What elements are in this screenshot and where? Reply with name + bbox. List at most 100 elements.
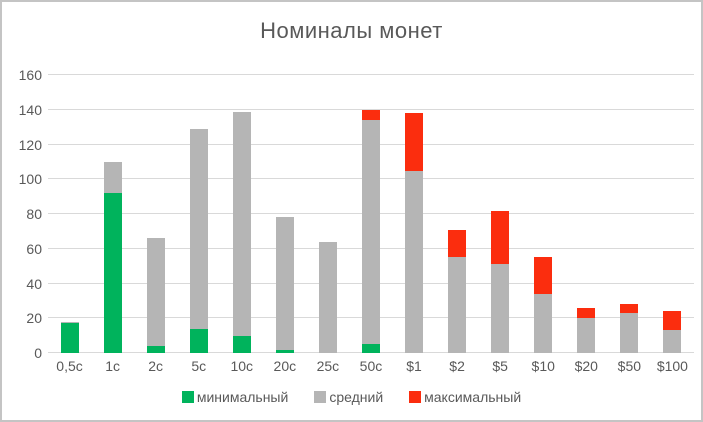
bar-segment-avg bbox=[318, 241, 337, 353]
bar-segment-max bbox=[405, 113, 424, 171]
y-axis-label: 0 bbox=[34, 345, 42, 361]
bar-segment-avg bbox=[275, 217, 294, 350]
bar-slot bbox=[565, 75, 608, 353]
bar-segment-avg bbox=[534, 293, 553, 353]
bar-stack bbox=[534, 257, 553, 353]
y-axis-label: 140 bbox=[18, 101, 42, 118]
legend-item-min: минимальный bbox=[181, 389, 289, 405]
bar-slot bbox=[91, 75, 134, 353]
bar-segment-min bbox=[146, 346, 165, 353]
bar-slot bbox=[522, 75, 565, 353]
gridline bbox=[48, 108, 694, 110]
y-axis-label: 120 bbox=[18, 136, 42, 153]
bar-slot bbox=[393, 75, 436, 353]
x-axis-label: 0,5c bbox=[56, 358, 83, 374]
bar-segment-max bbox=[448, 229, 467, 258]
y-axis-label: 20 bbox=[26, 310, 42, 327]
bar-segment-avg bbox=[448, 257, 467, 353]
gridline bbox=[48, 74, 694, 75]
y-axis-label: 40 bbox=[26, 275, 42, 292]
x-axis-label: 1c bbox=[105, 358, 120, 374]
bar-segment-max bbox=[577, 307, 596, 319]
bar-slot bbox=[349, 75, 392, 353]
x-axis-label: 10c bbox=[230, 358, 254, 374]
bar-slot bbox=[263, 75, 306, 353]
bar-stack bbox=[60, 321, 79, 353]
bar-slot bbox=[134, 75, 177, 353]
bar-segment-max bbox=[491, 210, 510, 265]
x-axis-label: $2 bbox=[449, 358, 465, 374]
bar-segment-min bbox=[189, 328, 208, 353]
legend: минимальный средний максимальный bbox=[2, 389, 701, 405]
bar-slot bbox=[177, 75, 220, 353]
bar-stack bbox=[146, 238, 165, 353]
bar-stack bbox=[189, 128, 208, 353]
bar-segment-avg bbox=[60, 321, 79, 324]
bar-segment-avg bbox=[620, 313, 639, 353]
x-axis-label: $20 bbox=[574, 358, 598, 374]
bar-segment-max bbox=[663, 311, 682, 331]
x-axis-label: $1 bbox=[406, 358, 422, 374]
y-axis-label: 160 bbox=[18, 67, 42, 83]
x-axis-label: $100 bbox=[656, 358, 688, 374]
legend-label: средний bbox=[329, 389, 384, 405]
bar-segment-min bbox=[103, 193, 122, 353]
bar-stack bbox=[318, 241, 337, 353]
bar-stack bbox=[448, 229, 467, 353]
legend-item-max: максимальный bbox=[409, 389, 521, 405]
bar-slot bbox=[220, 75, 263, 353]
bar-slot bbox=[306, 75, 349, 353]
x-axis-label: $5 bbox=[492, 358, 508, 374]
bar-segment-avg bbox=[232, 111, 251, 336]
bar-segment-max bbox=[620, 304, 639, 314]
y-axis: 0 20 40 60 80 100 120 140 160 bbox=[2, 67, 42, 361]
bar-segment-avg bbox=[577, 318, 596, 353]
bar-stack bbox=[491, 210, 510, 353]
x-axis-label: 2c bbox=[148, 358, 164, 374]
bars bbox=[48, 75, 694, 353]
bar-stack bbox=[275, 217, 294, 353]
legend-swatch-min bbox=[181, 391, 194, 403]
bar-segment-min bbox=[60, 323, 79, 353]
bar-segment-min bbox=[232, 335, 251, 353]
legend-swatch-avg bbox=[314, 391, 327, 403]
bar-segment-avg bbox=[405, 170, 424, 353]
legend-item-avg: средний bbox=[314, 389, 383, 405]
bar-slot bbox=[479, 75, 522, 353]
bar-slot bbox=[608, 75, 651, 353]
bar-segment-avg bbox=[491, 264, 510, 353]
bar-stack bbox=[663, 311, 682, 353]
y-axis-label: 60 bbox=[26, 240, 42, 257]
bar-segment-avg bbox=[189, 128, 208, 329]
legend-swatch-max bbox=[409, 391, 422, 403]
x-axis: 0,5c 1c 2c 5c 10c 20c 25c 50c $1 $2 $5 $10 $20 $50 $10… bbox=[48, 358, 694, 374]
y-axis-label: 80 bbox=[26, 206, 42, 222]
x-axis-label: 5c bbox=[191, 358, 207, 374]
bar-segment-max bbox=[361, 109, 380, 121]
bar-segment-max bbox=[534, 257, 553, 294]
plot-area bbox=[48, 74, 694, 353]
bar-segment-avg bbox=[103, 161, 122, 194]
bar-segment-avg bbox=[361, 120, 380, 345]
x-axis-label: $10 bbox=[531, 358, 555, 374]
legend-label: максимальный bbox=[424, 389, 522, 405]
bar-slot bbox=[48, 75, 91, 353]
y-axis-label: 100 bbox=[18, 171, 42, 188]
bar-segment-avg bbox=[663, 330, 682, 353]
x-axis-label: 20c bbox=[273, 358, 297, 374]
bar-stack bbox=[103, 161, 122, 353]
x-axis-label: $50 bbox=[617, 358, 642, 374]
bar-stack bbox=[232, 111, 251, 353]
bar-slot bbox=[651, 75, 694, 353]
legend-label: минимальный bbox=[196, 389, 289, 405]
bar-slot bbox=[436, 75, 479, 353]
x-axis-label: 25c bbox=[316, 358, 340, 374]
chart-title: Номиналы монет bbox=[260, 18, 443, 43]
bar-segment-min bbox=[275, 349, 294, 353]
bar-stack bbox=[620, 304, 639, 353]
bar-stack bbox=[405, 113, 424, 353]
bar-stack bbox=[361, 109, 380, 353]
bar-segment-avg bbox=[146, 238, 165, 347]
x-axis-label: 50c bbox=[359, 358, 383, 374]
